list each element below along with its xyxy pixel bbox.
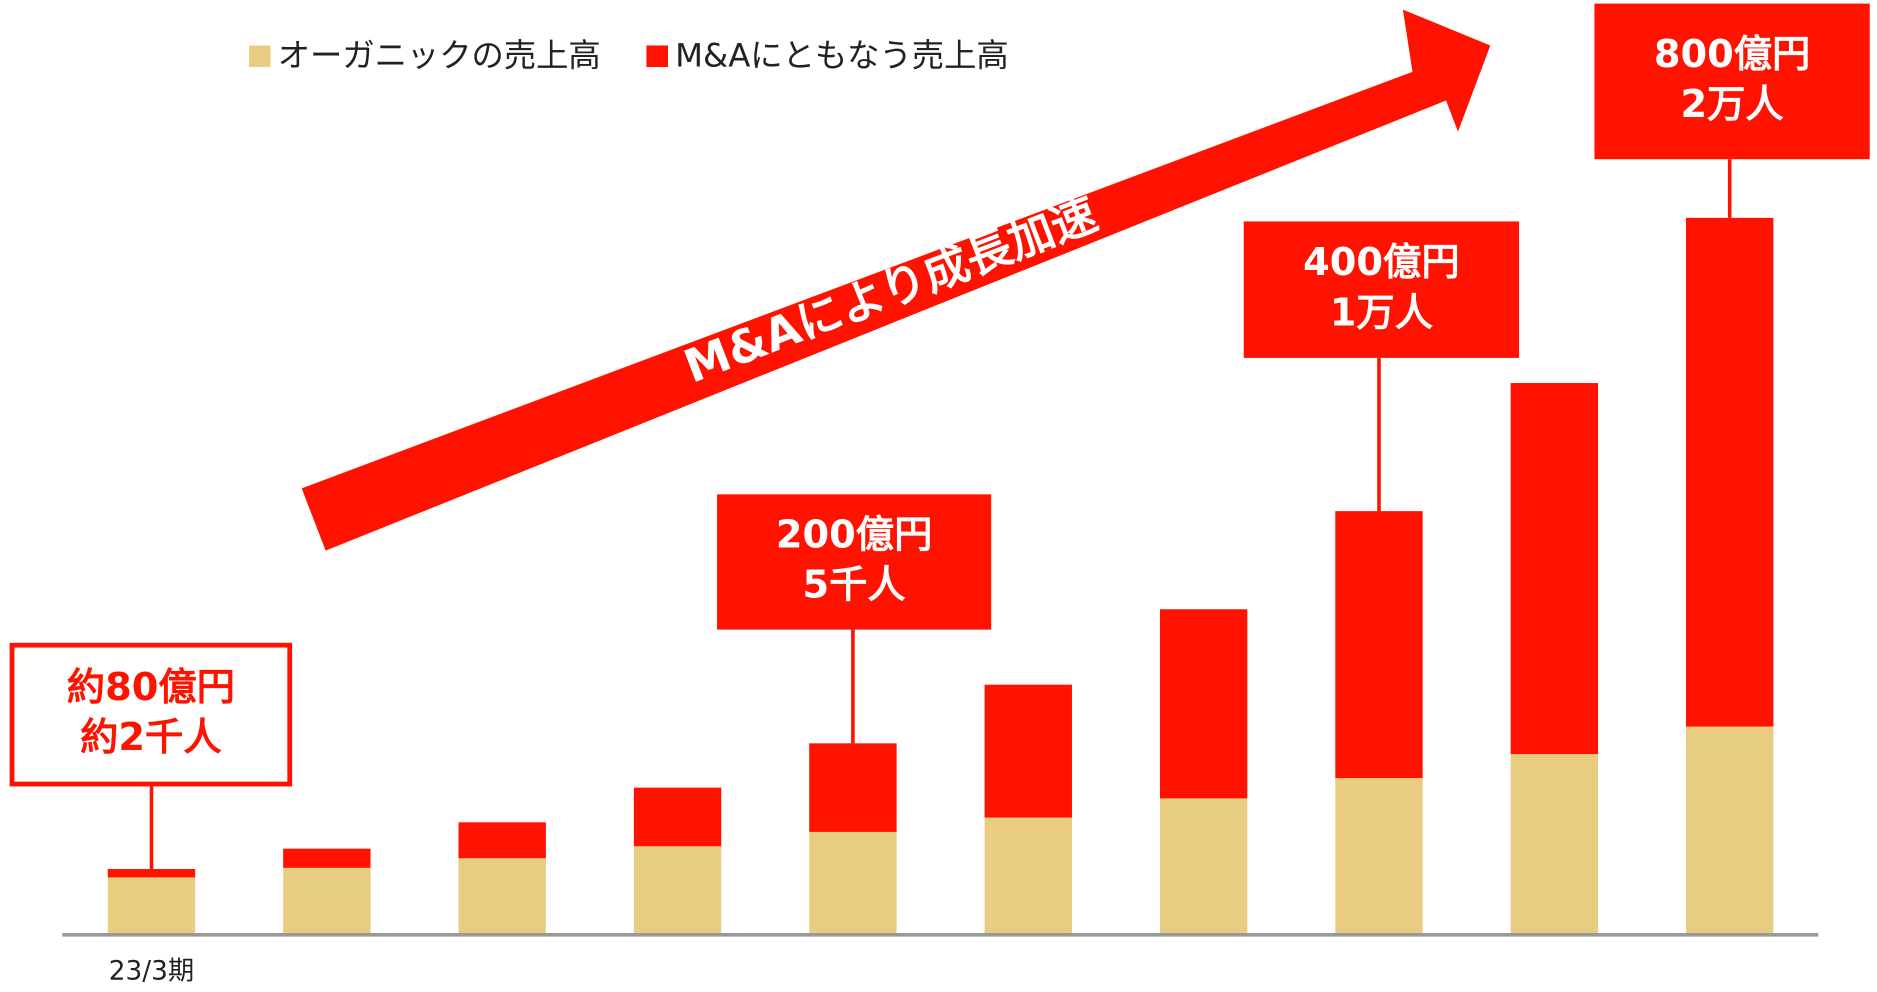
callout-box	[717, 494, 992, 630]
callout-text: 約2千人	[80, 715, 222, 760]
bar-segment	[984, 684, 1072, 818]
bar-segment	[283, 848, 371, 868]
bar-segment	[1510, 754, 1599, 935]
bar-segment	[458, 822, 546, 859]
bar-segment	[809, 743, 897, 832]
callout-text: 2万人	[1680, 82, 1784, 127]
bar-segment	[283, 867, 371, 935]
bar-segment	[633, 787, 722, 847]
bar-segment	[984, 817, 1072, 935]
bar-segment	[107, 869, 196, 878]
bar-segment	[1510, 383, 1599, 755]
callout-text: 5千人	[802, 563, 906, 608]
bar-segment	[1335, 511, 1423, 779]
bar-segment	[1159, 798, 1248, 935]
growth-arrow	[301, 9, 1491, 551]
bar-segment	[107, 877, 196, 935]
callout-text: 400億円	[1303, 240, 1460, 285]
callout-box	[1243, 221, 1520, 358]
arrow-text: M&Aにより成長加速	[677, 187, 1104, 393]
bar-segment	[1686, 217, 1774, 727]
legend-swatch	[249, 45, 271, 68]
x-tick-label: 23/3期	[109, 956, 194, 986]
bar-segment	[809, 831, 897, 935]
legend-label: M&Aにともなう売上高	[675, 36, 1009, 74]
bar-segment	[458, 858, 546, 935]
bar-segment	[633, 846, 722, 935]
callout-text: 800億円	[1654, 32, 1811, 77]
legend-swatch	[646, 45, 668, 68]
callout-box	[1594, 3, 1870, 160]
callout-box	[9, 642, 293, 787]
legend-label: オーガニックの売上高	[278, 36, 601, 74]
callout-text: 1万人	[1330, 290, 1434, 335]
callout-text: 約80億円	[67, 665, 235, 710]
bar-segment	[1335, 778, 1423, 935]
bar-segment	[1686, 726, 1774, 935]
bar-segment	[1159, 609, 1248, 799]
callout-text: 200億円	[776, 512, 933, 557]
